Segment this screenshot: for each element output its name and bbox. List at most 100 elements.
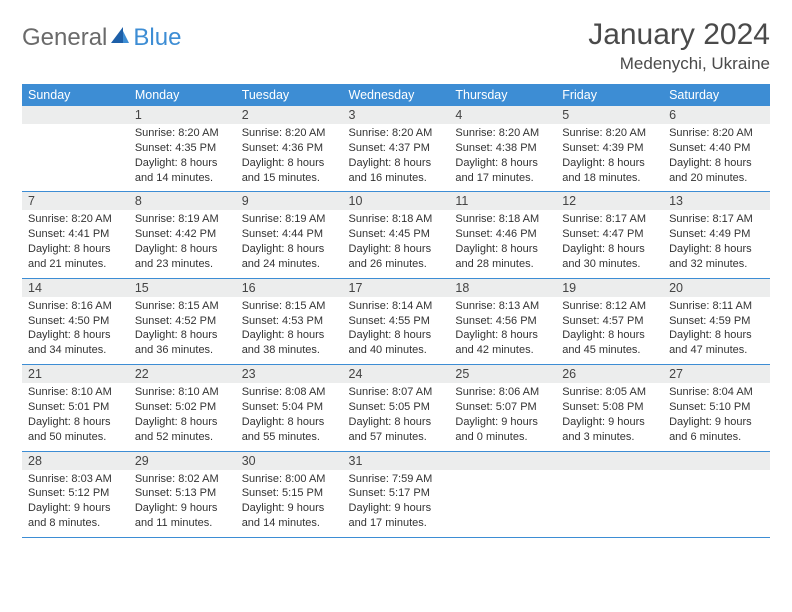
day-number: 4: [449, 106, 556, 124]
day-line: Sunset: 5:13 PM: [135, 486, 230, 501]
day-line: Daylight: 8 hours: [242, 415, 337, 430]
day-cell: [556, 452, 663, 538]
day-line: and 36 minutes.: [135, 343, 230, 358]
day-line: and 15 minutes.: [242, 171, 337, 186]
day-line: and 0 minutes.: [455, 430, 550, 445]
day-cell: 24Sunrise: 8:07 AMSunset: 5:05 PMDayligh…: [343, 365, 450, 451]
day-line: Sunset: 5:07 PM: [455, 400, 550, 415]
day-line: Daylight: 9 hours: [669, 415, 764, 430]
day-line: Sunrise: 8:20 AM: [135, 126, 230, 141]
day-content: Sunrise: 8:03 AMSunset: 5:12 PMDaylight:…: [22, 470, 129, 537]
day-cell: 13Sunrise: 8:17 AMSunset: 4:49 PMDayligh…: [663, 192, 770, 278]
day-line: Sunrise: 8:18 AM: [349, 212, 444, 227]
day-line: and 18 minutes.: [562, 171, 657, 186]
day-line: Sunset: 4:53 PM: [242, 314, 337, 329]
day-content: Sunrise: 8:20 AMSunset: 4:36 PMDaylight:…: [236, 124, 343, 191]
day-line: and 52 minutes.: [135, 430, 230, 445]
day-content: Sunrise: 8:14 AMSunset: 4:55 PMDaylight:…: [343, 297, 450, 364]
day-content: [556, 470, 663, 528]
location: Medenychi, Ukraine: [588, 54, 770, 74]
day-line: Sunset: 4:55 PM: [349, 314, 444, 329]
day-line: Sunrise: 8:15 AM: [135, 299, 230, 314]
day-cell: [449, 452, 556, 538]
day-number: 5: [556, 106, 663, 124]
day-line: Sunset: 5:04 PM: [242, 400, 337, 415]
day-line: and 17 minutes.: [349, 516, 444, 531]
day-line: Daylight: 8 hours: [669, 328, 764, 343]
day-number: 17: [343, 279, 450, 297]
day-cell: [22, 106, 129, 192]
month-title: January 2024: [588, 18, 770, 52]
day-line: Sunrise: 8:10 AM: [135, 385, 230, 400]
day-line: and 23 minutes.: [135, 257, 230, 272]
day-cell: 27Sunrise: 8:04 AMSunset: 5:10 PMDayligh…: [663, 365, 770, 451]
day-line: and 14 minutes.: [135, 171, 230, 186]
day-content: Sunrise: 8:11 AMSunset: 4:59 PMDaylight:…: [663, 297, 770, 364]
day-line: Sunrise: 8:20 AM: [455, 126, 550, 141]
day-line: Daylight: 8 hours: [455, 156, 550, 171]
day-line: Sunset: 4:35 PM: [135, 141, 230, 156]
day-number: 13: [663, 192, 770, 210]
day-number: 28: [22, 452, 129, 470]
day-number: 3: [343, 106, 450, 124]
day-content: Sunrise: 8:07 AMSunset: 5:05 PMDaylight:…: [343, 383, 450, 450]
day-line: Sunrise: 7:59 AM: [349, 472, 444, 487]
day-number: 20: [663, 279, 770, 297]
day-line: Sunrise: 8:18 AM: [455, 212, 550, 227]
day-number: 1: [129, 106, 236, 124]
day-line: Sunrise: 8:19 AM: [242, 212, 337, 227]
day-line: Daylight: 9 hours: [135, 501, 230, 516]
day-content: Sunrise: 8:17 AMSunset: 4:47 PMDaylight:…: [556, 210, 663, 277]
day-line: Sunset: 4:45 PM: [349, 227, 444, 242]
day-line: Sunset: 5:12 PM: [28, 486, 123, 501]
day-content: Sunrise: 8:12 AMSunset: 4:57 PMDaylight:…: [556, 297, 663, 364]
day-cell: 7Sunrise: 8:20 AMSunset: 4:41 PMDaylight…: [22, 192, 129, 278]
day-line: Sunset: 4:38 PM: [455, 141, 550, 156]
day-line: Sunrise: 8:14 AM: [349, 299, 444, 314]
day-content: Sunrise: 8:04 AMSunset: 5:10 PMDaylight:…: [663, 383, 770, 450]
day-line: Sunrise: 8:03 AM: [28, 472, 123, 487]
day-number: 22: [129, 365, 236, 383]
day-line: and 8 minutes.: [28, 516, 123, 531]
day-header: Thursday: [449, 84, 556, 106]
day-line: Sunset: 4:59 PM: [669, 314, 764, 329]
day-content: Sunrise: 8:13 AMSunset: 4:56 PMDaylight:…: [449, 297, 556, 364]
day-content: Sunrise: 8:10 AMSunset: 5:01 PMDaylight:…: [22, 383, 129, 450]
day-content: Sunrise: 8:00 AMSunset: 5:15 PMDaylight:…: [236, 470, 343, 537]
day-line: and 26 minutes.: [349, 257, 444, 272]
day-line: and 34 minutes.: [28, 343, 123, 358]
day-cell: 28Sunrise: 8:03 AMSunset: 5:12 PMDayligh…: [22, 452, 129, 538]
day-line: Daylight: 8 hours: [562, 156, 657, 171]
day-line: Daylight: 8 hours: [242, 328, 337, 343]
day-line: and 20 minutes.: [669, 171, 764, 186]
day-line: Daylight: 8 hours: [28, 242, 123, 257]
day-cell: 1Sunrise: 8:20 AMSunset: 4:35 PMDaylight…: [129, 106, 236, 192]
day-line: and 57 minutes.: [349, 430, 444, 445]
header: General Blue January 2024 Medenychi, Ukr…: [22, 18, 770, 74]
day-cell: 11Sunrise: 8:18 AMSunset: 4:46 PMDayligh…: [449, 192, 556, 278]
day-number: 30: [236, 452, 343, 470]
day-line: Sunset: 4:52 PM: [135, 314, 230, 329]
day-cell: 15Sunrise: 8:15 AMSunset: 4:52 PMDayligh…: [129, 279, 236, 365]
day-header: Wednesday: [343, 84, 450, 106]
day-line: and 11 minutes.: [135, 516, 230, 531]
week-row: 14Sunrise: 8:16 AMSunset: 4:50 PMDayligh…: [22, 279, 770, 365]
day-line: Sunset: 5:01 PM: [28, 400, 123, 415]
day-line: Daylight: 9 hours: [455, 415, 550, 430]
day-line: Sunset: 4:36 PM: [242, 141, 337, 156]
day-line: and 28 minutes.: [455, 257, 550, 272]
day-number: 12: [556, 192, 663, 210]
day-line: Daylight: 9 hours: [242, 501, 337, 516]
day-line: Sunrise: 8:10 AM: [28, 385, 123, 400]
logo-general: General: [22, 24, 107, 52]
day-line: Sunrise: 8:08 AM: [242, 385, 337, 400]
day-number: [449, 452, 556, 470]
day-content: Sunrise: 8:20 AMSunset: 4:39 PMDaylight:…: [556, 124, 663, 191]
day-line: Sunset: 4:39 PM: [562, 141, 657, 156]
day-line: and 50 minutes.: [28, 430, 123, 445]
day-line: Sunrise: 8:05 AM: [562, 385, 657, 400]
day-number: 2: [236, 106, 343, 124]
day-line: Sunrise: 8:12 AM: [562, 299, 657, 314]
day-number: 26: [556, 365, 663, 383]
day-line: Sunset: 4:50 PM: [28, 314, 123, 329]
